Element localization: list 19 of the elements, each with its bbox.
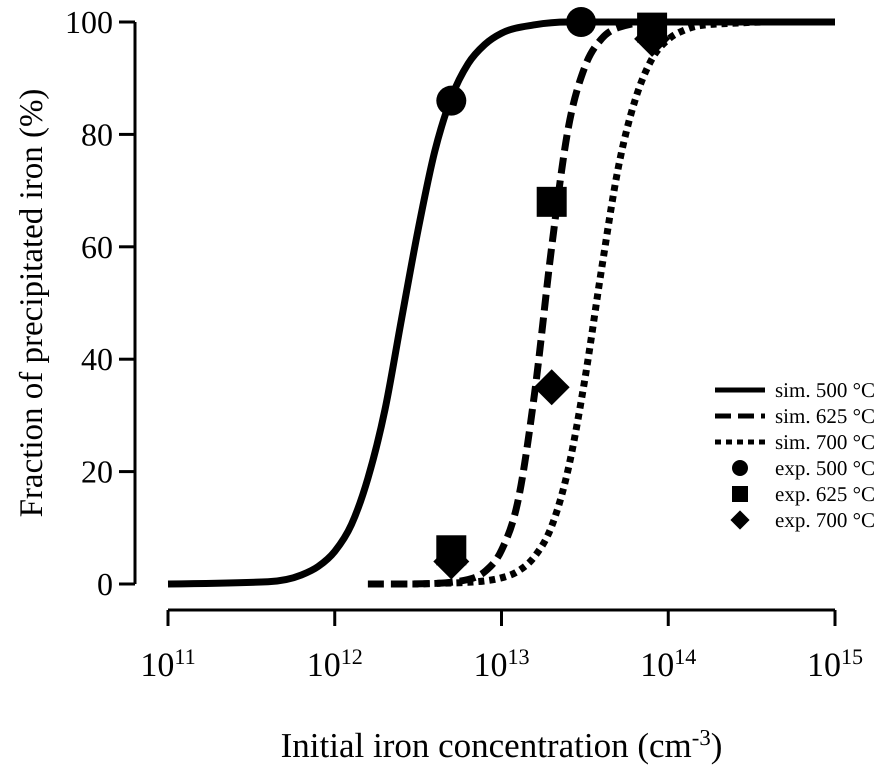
legend-label: exp. 625 °C bbox=[775, 482, 875, 506]
y-tick-label: 100 bbox=[65, 4, 113, 40]
legend-label: exp. 500 °C bbox=[775, 456, 875, 480]
legend-label: sim. 625 °C bbox=[775, 404, 875, 428]
x-tick-label: 10$^{13}$ bbox=[473, 644, 530, 684]
y-tick-label: 0 bbox=[97, 566, 113, 602]
y-tick-label: 60 bbox=[81, 228, 113, 265]
y-tick-label: 80 bbox=[81, 116, 113, 152]
x-tick-label: 10$^{14}$ bbox=[640, 644, 696, 684]
x-tick-label: 10$^{11}$ bbox=[140, 644, 196, 684]
y-tick-label: 40 bbox=[81, 341, 113, 378]
x-tick-label: 10$^{15}$ bbox=[806, 644, 864, 684]
legend-label: sim. 700 °C bbox=[775, 430, 875, 454]
x-tick-label: 10$^{12}$ bbox=[306, 644, 363, 684]
legend-label: sim. 500 °C bbox=[775, 378, 875, 402]
y-axis-title: Fraction of precipitated iron (%) bbox=[14, 88, 50, 518]
x-axis-title: Initial iron concentration (cm$^{-3}$) bbox=[280, 724, 722, 765]
legend-label: exp. 700 °C bbox=[775, 508, 875, 532]
y-tick-label: 20 bbox=[81, 454, 113, 490]
